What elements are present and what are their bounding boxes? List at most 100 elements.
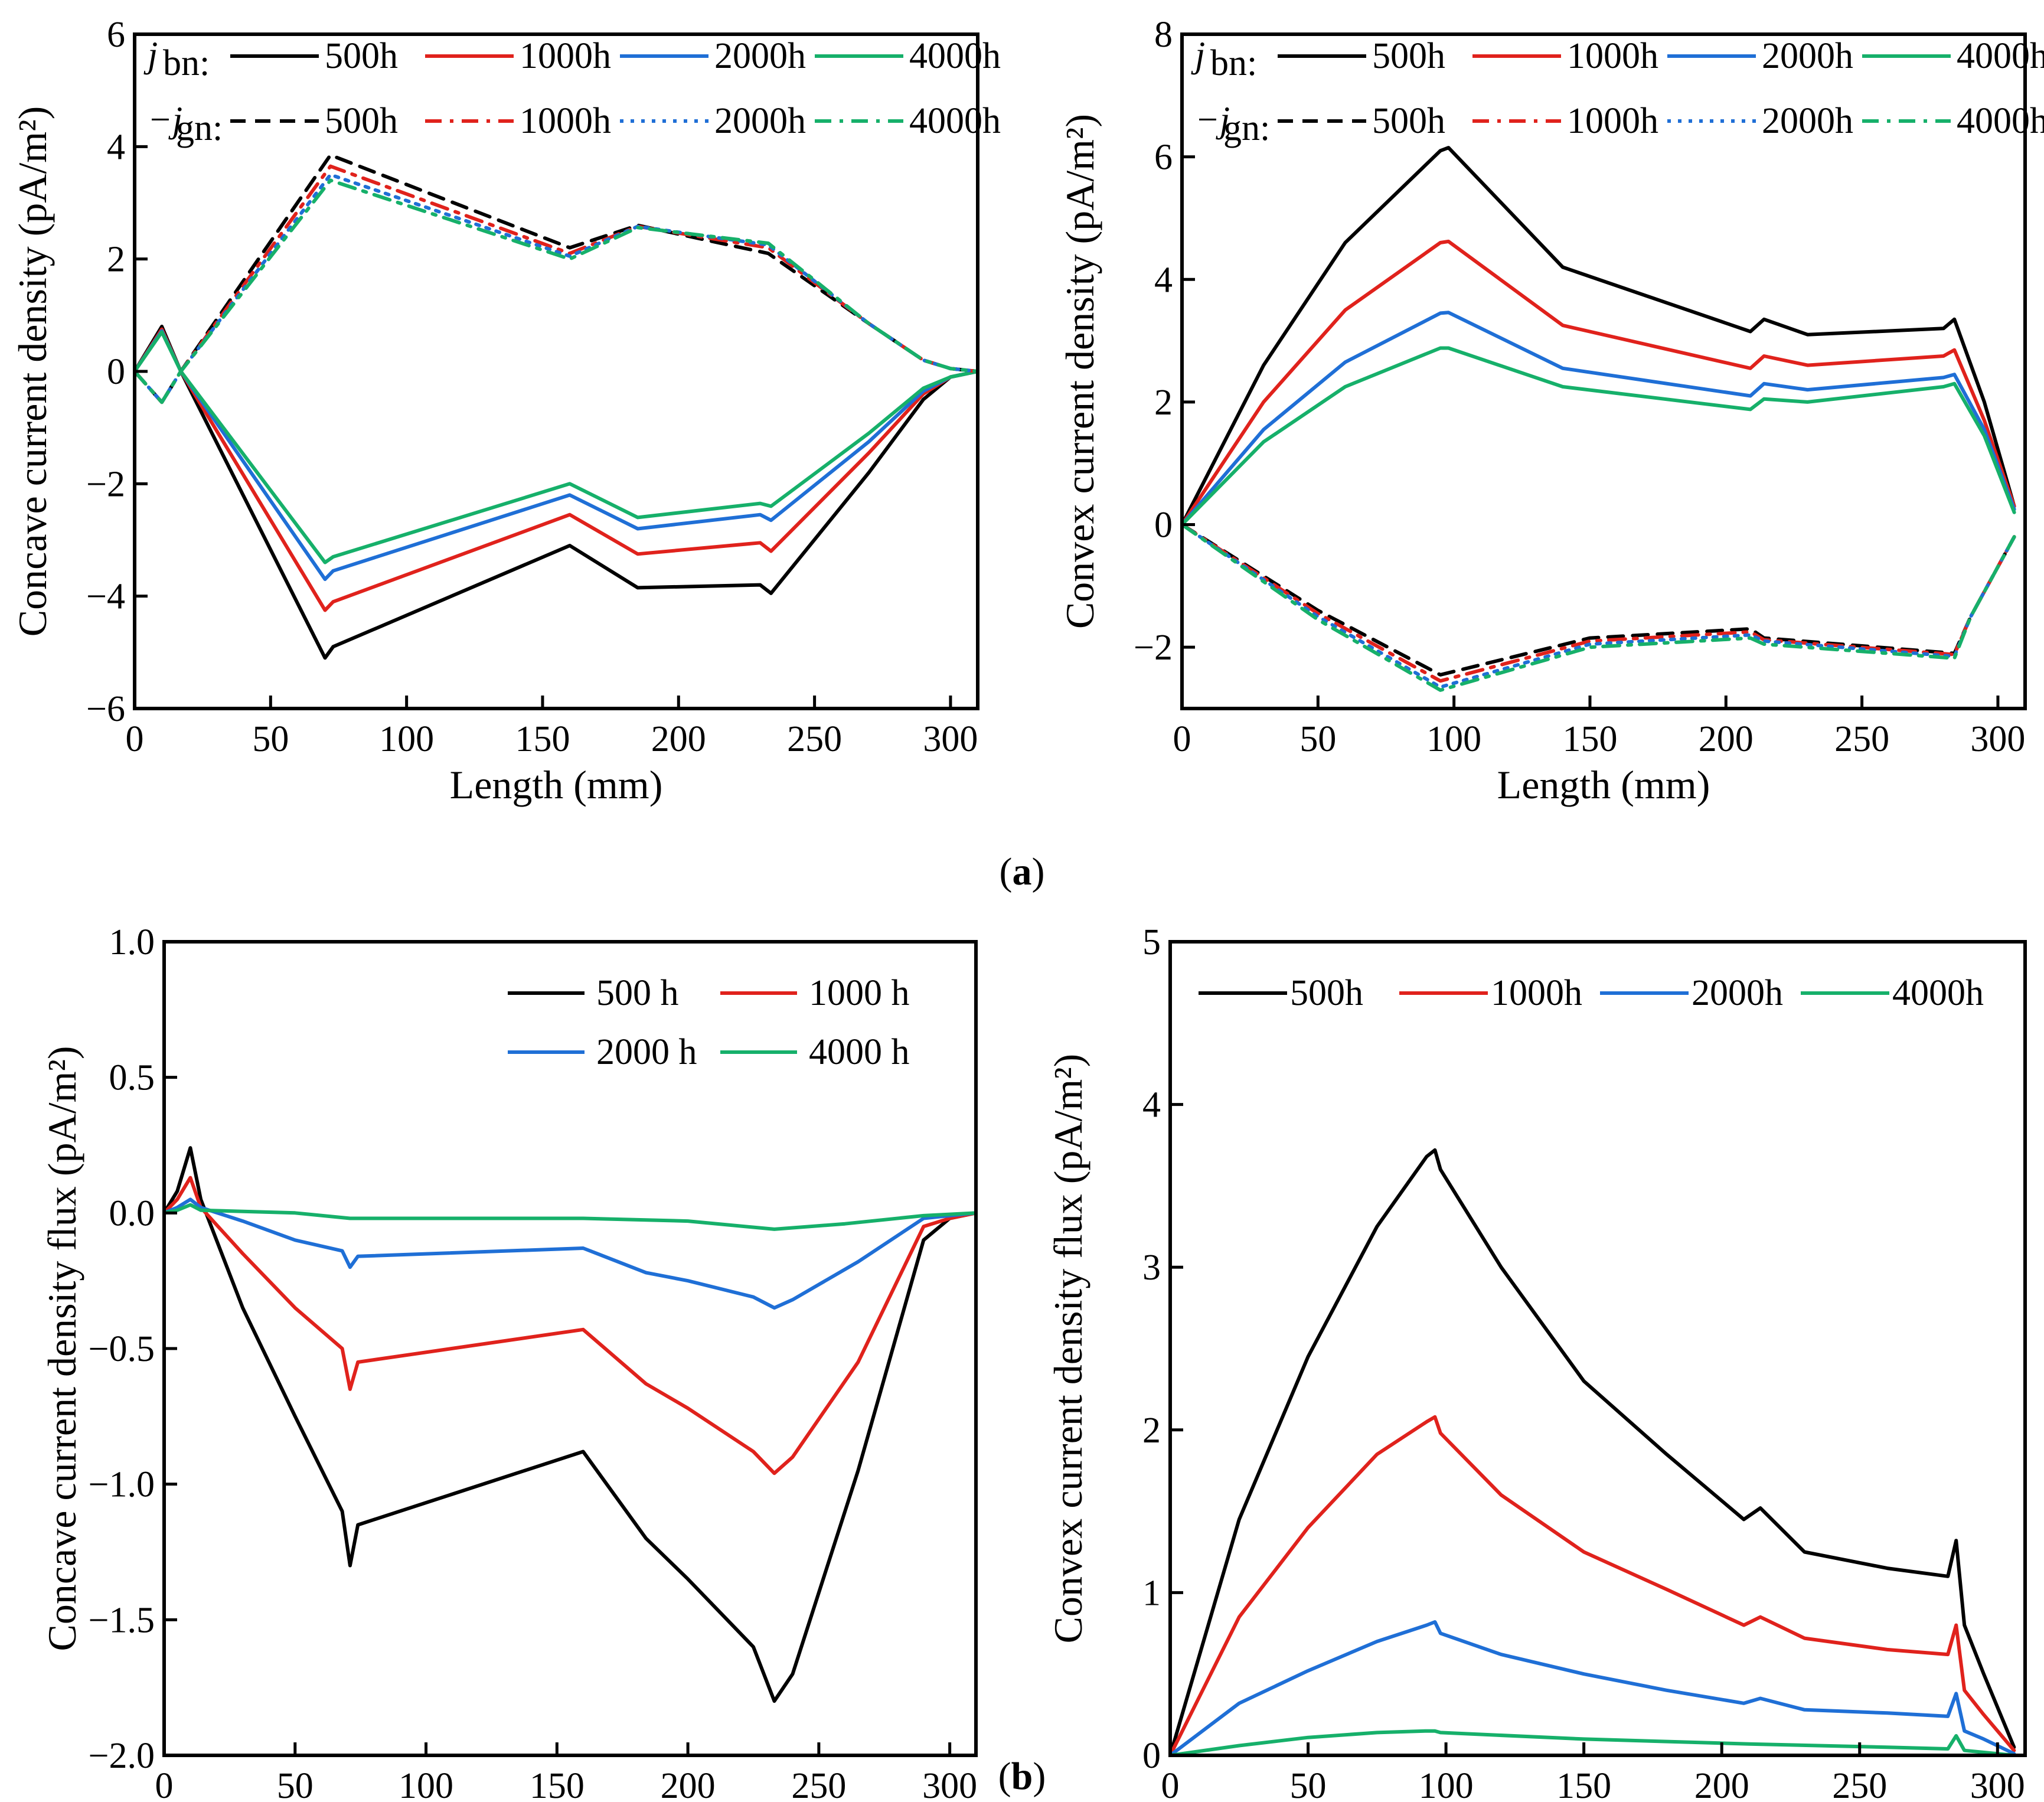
legend: 500 h 1000 h 2000 h 4000 h xyxy=(508,973,910,1072)
y-tick-label: 4 xyxy=(107,127,125,167)
x-tick-label: 50 xyxy=(1290,1766,1327,1802)
y-tick-label: 3 xyxy=(1142,1248,1161,1288)
y-tick-label: 5 xyxy=(1142,922,1161,962)
x-tick-label: 250 xyxy=(787,719,842,759)
legend-subscript: bn: xyxy=(163,43,210,83)
x-tick-label: 150 xyxy=(515,719,570,759)
y-tick-label: −1.0 xyxy=(89,1465,155,1505)
legend-label: 1000h xyxy=(520,36,611,76)
legend-label: 4000h xyxy=(1957,36,2044,76)
legend-label: 500h xyxy=(325,101,398,141)
legend-label: 500h xyxy=(325,36,398,76)
legend-label: 4000 h xyxy=(809,1032,910,1072)
legend: j bn: 500h 1000h 2000h 4000h −jgn: 500h 1000h 200… xyxy=(1191,35,2044,148)
y-axis-label: Concave current density (pA/m²) xyxy=(10,106,55,636)
legend-label: 1000h xyxy=(520,101,611,141)
legend-prefix: j xyxy=(143,35,158,75)
x-axis-label: Length (mm) xyxy=(450,762,663,807)
x-tick-label: 150 xyxy=(1562,719,1617,759)
x-tick-label: 0 xyxy=(155,1766,174,1802)
legend: j bn: 500h 1000h 2000h 4000h −jgn: 500h 1000h 200… xyxy=(143,35,1001,148)
x-tick-label: 0 xyxy=(1173,719,1191,759)
series-line-j-bn-1000h xyxy=(135,327,978,612)
legend-label: 1000h xyxy=(1567,101,1658,141)
chart-a-left: 0 50 100 150 200 250 300 −6 −4 −2 0 2 4 6 Length (mm) C… xyxy=(10,15,1001,807)
legend-label: 2000h xyxy=(714,36,806,76)
series-line-2000-h xyxy=(164,1197,976,1310)
y-tick-label: −2.0 xyxy=(89,1736,155,1776)
series-group xyxy=(135,153,978,660)
series-line--j-gn-4000h xyxy=(135,178,978,404)
legend-subscript: gn: xyxy=(176,108,223,148)
legend-subscript: gn: xyxy=(1223,108,1270,148)
x-tick-label: 200 xyxy=(651,719,706,759)
legend-label: 1000h xyxy=(1491,973,1582,1013)
legend-label: 500h xyxy=(1372,101,1445,141)
x-tick-label: 100 xyxy=(1419,1766,1474,1802)
series-line-500-h xyxy=(164,1146,976,1703)
legend-label: 2000h xyxy=(714,101,806,141)
x-tick-label: 50 xyxy=(277,1766,314,1802)
plot-frame xyxy=(1168,940,2027,1757)
series-line-4000-h xyxy=(164,1203,976,1231)
legend-prefix: j xyxy=(1191,35,1205,75)
x-tick-label: 50 xyxy=(1299,719,1336,759)
legend-label: 4000h xyxy=(1957,101,2044,141)
series-line--j-gn-2000h xyxy=(135,172,978,404)
y-tick-label: 6 xyxy=(1154,138,1173,178)
x-tick-label: 300 xyxy=(922,1766,977,1802)
y-tick-label: 0 xyxy=(1154,505,1173,546)
series-line--j-gn-500h xyxy=(1182,523,2016,677)
y-tick-label: 4 xyxy=(1142,1085,1161,1125)
series-line--j-gn-2000h xyxy=(1182,523,2016,689)
x-tick-label: 150 xyxy=(1556,1766,1611,1802)
y-tick-label: 2 xyxy=(1154,383,1173,423)
series-line-4000h xyxy=(1170,1729,2016,1755)
x-tick-label: 300 xyxy=(1970,719,2025,759)
legend-label: 4000h xyxy=(909,101,1001,141)
y-tick-label: 1 xyxy=(1142,1573,1161,1613)
y-axis-label: Convex current density (pA/m²) xyxy=(1057,114,1102,629)
legend-prefix: −j xyxy=(1195,100,1230,140)
plot-frame xyxy=(1180,32,2027,710)
series-line-j-bn-500h xyxy=(135,324,978,660)
x-tick-label: 0 xyxy=(126,719,144,759)
x-tick-label: 250 xyxy=(1832,1766,1887,1802)
x-axis-label: Length (mm) xyxy=(1497,762,1710,807)
legend-label: 4000h xyxy=(909,36,1001,76)
x-tick-label: 50 xyxy=(252,719,289,759)
x-tick-label: 200 xyxy=(1694,1766,1749,1802)
series-line--j-gn-1000h xyxy=(135,164,978,404)
legend-label: 500 h xyxy=(596,973,679,1013)
x-tick-label: 250 xyxy=(1834,719,1889,759)
x-tick-label: 150 xyxy=(530,1766,585,1802)
legend-subscript: bn: xyxy=(1210,43,1257,83)
series-group xyxy=(1170,1148,2016,1755)
series-line-j-bn-4000h xyxy=(1182,346,2016,527)
series-group xyxy=(1182,146,2016,692)
y-tick-label: 0.5 xyxy=(109,1058,155,1098)
legend-prefix: −j xyxy=(148,100,182,140)
series-line-j-bn-2000h xyxy=(135,329,978,582)
series-group xyxy=(164,1146,976,1703)
series-line--j-gn-500h xyxy=(135,153,978,404)
legend-label: 2000h xyxy=(1762,36,1853,76)
x-tick-label: 100 xyxy=(399,1766,453,1802)
y-tick-label: 0 xyxy=(1142,1736,1161,1776)
y-axis-label: Concave current density flux (pA/m²) xyxy=(40,1046,84,1651)
x-tick-label: 200 xyxy=(1699,719,1754,759)
x-tick-label: 300 xyxy=(923,719,978,759)
chart-b-left: 0 50 100 150 200 250 300 −2.0 −1.5 −1.0 −0.5 0.0 0.5… xyxy=(40,922,978,1802)
y-tick-label: −6 xyxy=(86,689,125,729)
series-line-j-bn-1000h xyxy=(1182,239,2016,527)
y-tick-label: 2 xyxy=(1142,1411,1161,1451)
series-line--j-gn-4000h xyxy=(1182,523,2016,692)
series-line-1000h xyxy=(1170,1415,2016,1755)
legend-label: 500h xyxy=(1372,36,1445,76)
series-line-2000h xyxy=(1170,1620,2016,1755)
y-tick-label: −4 xyxy=(86,577,125,617)
figure-caption: (a) xyxy=(1000,850,1045,893)
series-line--j-gn-1000h xyxy=(1182,523,2016,683)
x-tick-label: 300 xyxy=(1970,1766,2025,1802)
